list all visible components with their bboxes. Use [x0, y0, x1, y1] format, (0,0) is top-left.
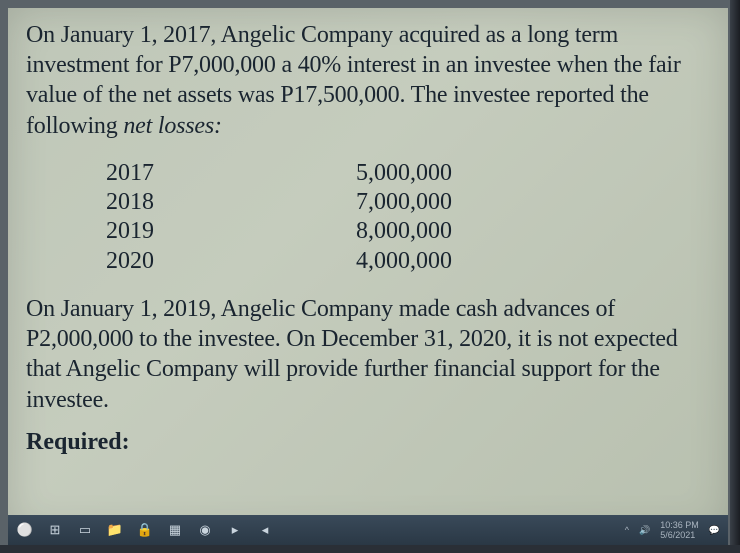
monitor-bezel-bottom [0, 545, 740, 553]
app-icon[interactable]: ◂ [256, 521, 274, 539]
notification-icon[interactable]: 💬 [709, 525, 720, 536]
p1-italic: net losses: [123, 113, 221, 139]
year-cell: 2018 [106, 188, 356, 217]
table-row: 2019 8,000,000 [106, 217, 710, 246]
system-tray[interactable]: ^ 🔊 10:36 PM 5/6/2021 💬 [625, 520, 720, 540]
app-icon[interactable]: ▭ [76, 521, 94, 539]
table-row: 2020 4,000,000 [106, 247, 710, 276]
clock-date: 5/6/2021 [660, 530, 699, 540]
year-cell: 2019 [106, 217, 356, 246]
amount-cell: 4,000,000 [356, 247, 452, 276]
paragraph-1: On January 1, 2017, Angelic Company acqu… [26, 20, 710, 141]
tray-network-icon[interactable]: 🔊 [639, 525, 650, 536]
table-row: 2018 7,000,000 [106, 188, 710, 217]
app-icon[interactable]: ▸ [226, 521, 244, 539]
explorer-icon[interactable]: 📁 [106, 521, 124, 539]
tray-chevron-icon[interactable]: ^ [625, 525, 629, 535]
clock-time: 10:36 PM [660, 520, 699, 530]
required-heading: Required: [26, 429, 710, 456]
clock[interactable]: 10:36 PM 5/6/2021 [660, 520, 699, 540]
search-icon[interactable]: ⚪ [16, 521, 34, 539]
amount-cell: 7,000,000 [356, 188, 452, 217]
net-losses-table: 2017 5,000,000 2018 7,000,000 2019 8,000… [106, 159, 710, 276]
store-icon[interactable]: 🔒 [136, 521, 154, 539]
windows-taskbar[interactable]: ⚪ ⊞ ▭ 📁 🔒 ▦ ◉ ▸ ◂ ^ 🔊 10:36 PM 5/6/2021 … [8, 515, 728, 545]
year-cell: 2017 [106, 159, 356, 188]
amount-cell: 8,000,000 [356, 217, 452, 246]
paragraph-2: On January 1, 2019, Angelic Company made… [26, 294, 710, 415]
amount-cell: 5,000,000 [356, 159, 452, 188]
app-icon[interactable]: ▦ [166, 521, 184, 539]
table-row: 2017 5,000,000 [106, 159, 710, 188]
document-page: On January 1, 2017, Angelic Company acqu… [8, 8, 728, 533]
monitor-bezel-right [730, 0, 740, 553]
year-cell: 2020 [106, 247, 356, 276]
task-view-icon[interactable]: ⊞ [46, 521, 64, 539]
app-icon[interactable]: ◉ [196, 521, 214, 539]
